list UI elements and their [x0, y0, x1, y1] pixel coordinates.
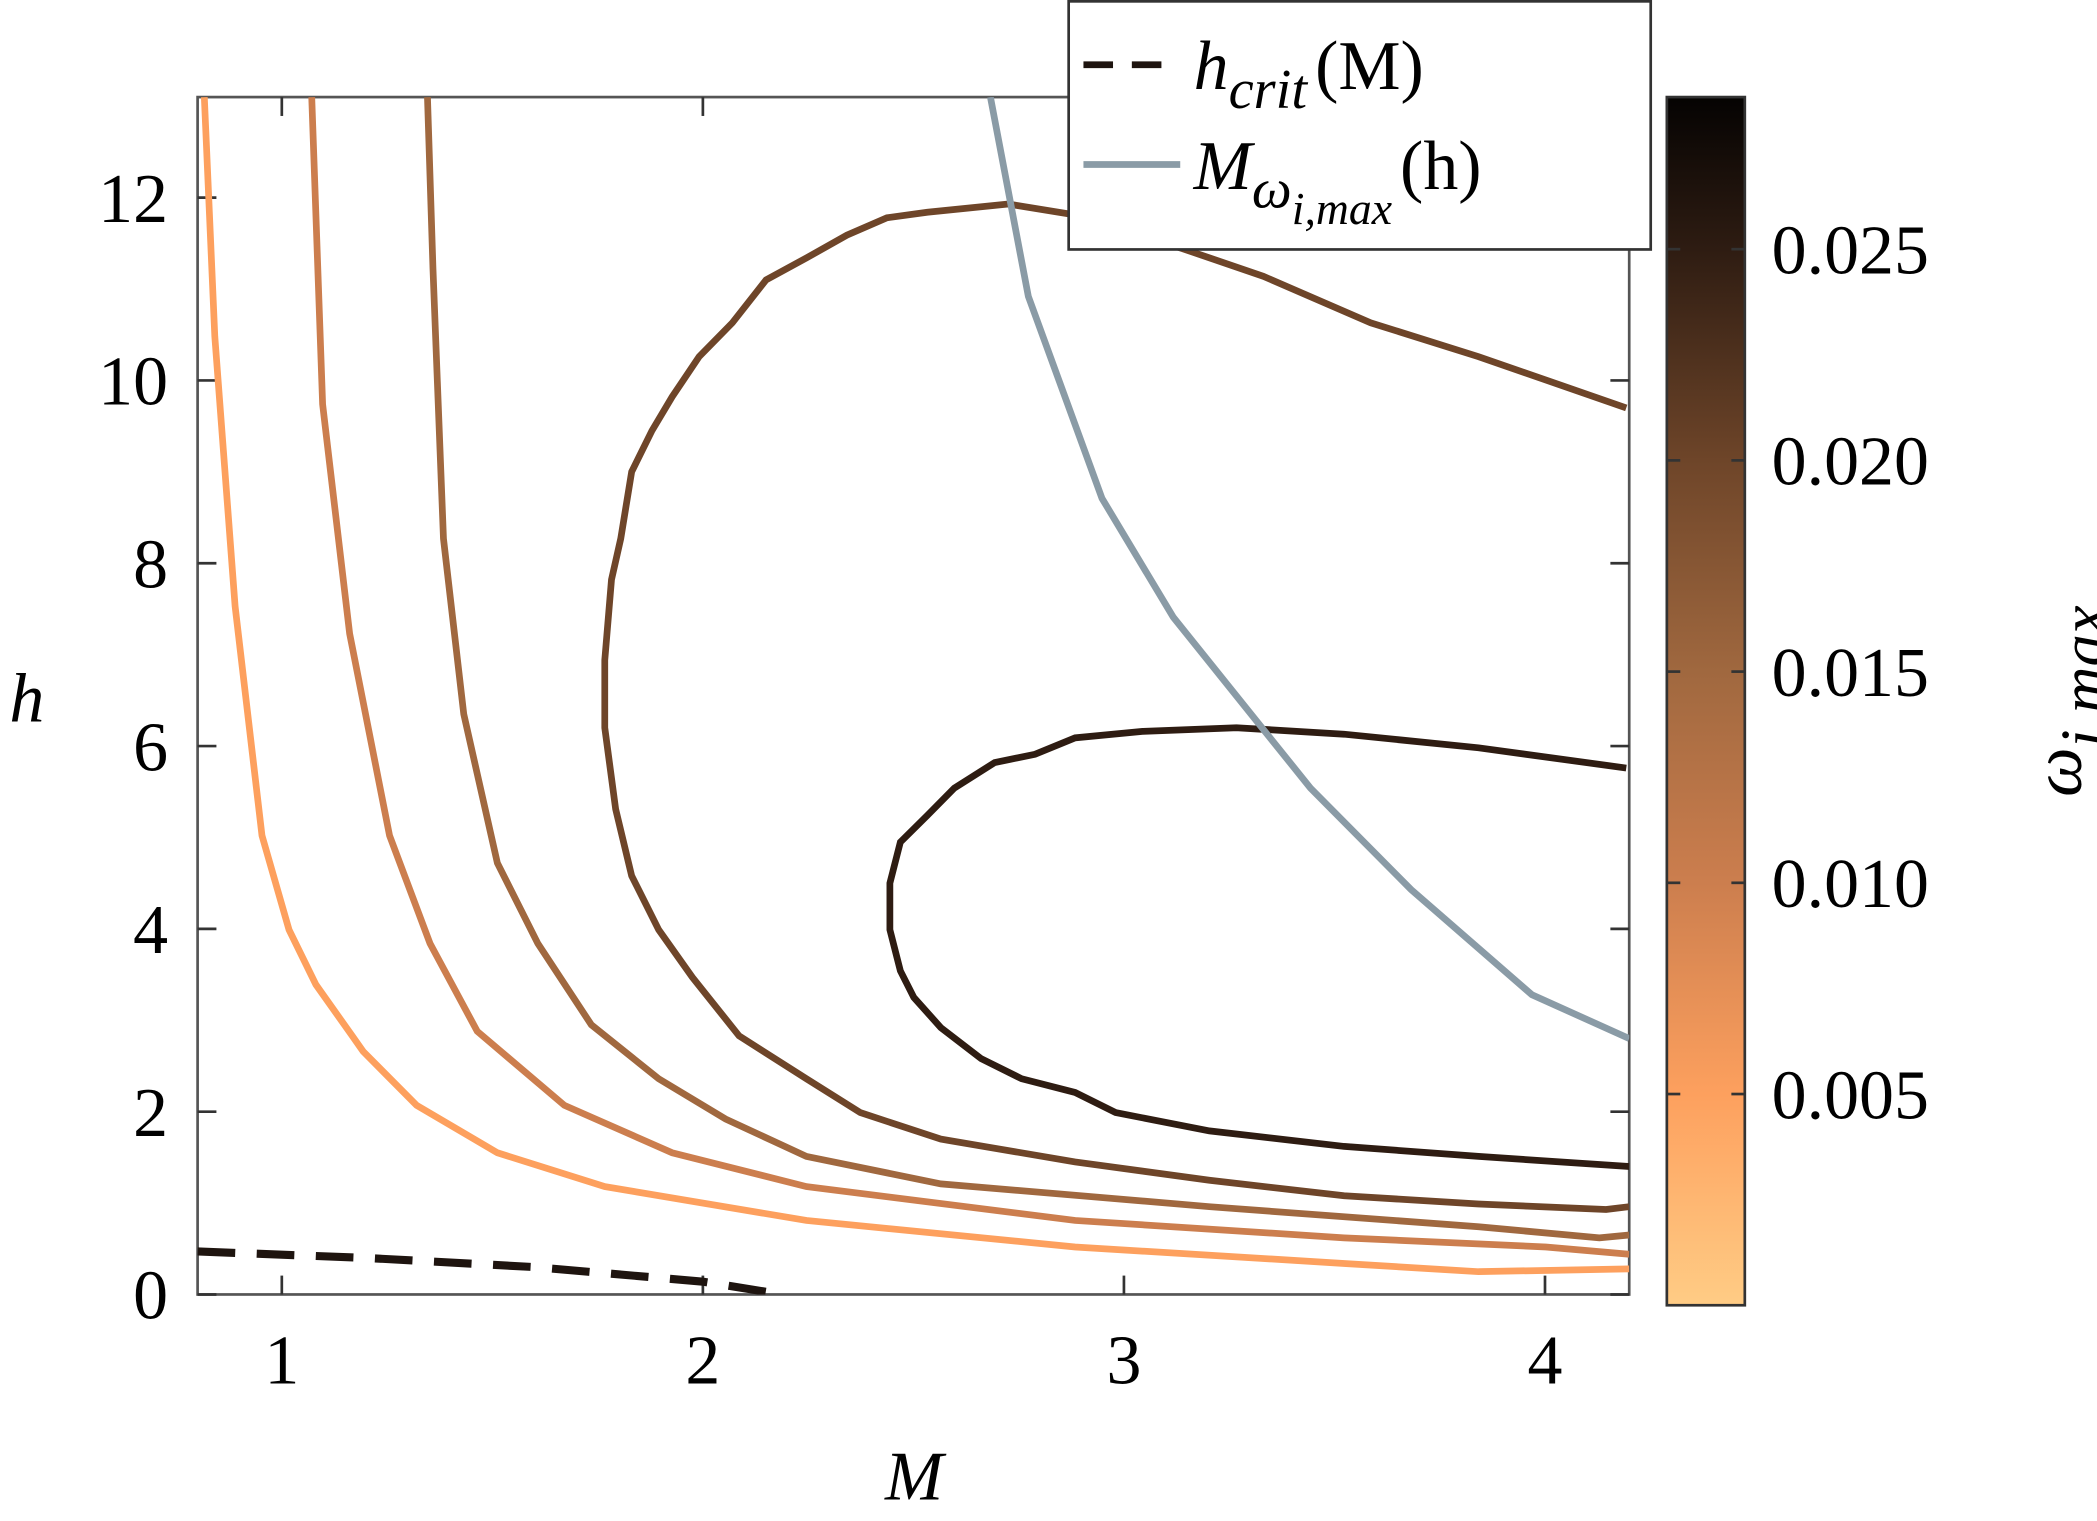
x-axis-label: M [884, 1438, 947, 1515]
colorbar-tick-label: 0.010 [1772, 846, 1929, 923]
y-tick-label: 0 [133, 1258, 168, 1335]
legend: hcrit (M)Mωi,max(h) [1067, 0, 1653, 251]
x-tick-label: 3 [1106, 1322, 1141, 1399]
y-tick-label: 10 [98, 344, 168, 421]
contour-line [308, 97, 1630, 1258]
legend-box [1067, 0, 1653, 251]
contour-line [886, 724, 1630, 1170]
contour-line [601, 200, 1630, 1213]
y-tick-label: 12 [98, 161, 168, 238]
contour-line [424, 97, 1630, 1242]
colorbar-tick-label: 0.015 [1772, 635, 1929, 712]
y-tick-label: 6 [133, 709, 168, 786]
x-tick-label: 4 [1528, 1322, 1563, 1399]
series-line [197, 1247, 784, 1295]
y-tick-label: 8 [133, 526, 168, 603]
plot-area [197, 97, 1630, 1295]
plot-frame [196, 95, 1631, 1296]
legend-label: hcrit (M) [1194, 28, 1424, 121]
x-tick-label: 1 [264, 1322, 299, 1399]
colorbar-tick-label: 0.005 [1772, 1057, 1929, 1134]
colorbar-tick-label: 0.025 [1772, 212, 1929, 289]
y-tick-label: 4 [133, 892, 168, 969]
colorbar-label: ωi,max [2020, 605, 2097, 797]
y-axis-label: h [9, 660, 44, 737]
series-line [987, 97, 1630, 1042]
y-tick-label: 2 [133, 1075, 168, 1152]
legend-label: Mωi,max(h) [1193, 128, 1482, 234]
colorbar-tick-label: 0.020 [1772, 424, 1929, 501]
x-tick-label: 2 [685, 1322, 720, 1399]
contour-line [200, 97, 1630, 1276]
colorbar [1665, 95, 1747, 1307]
